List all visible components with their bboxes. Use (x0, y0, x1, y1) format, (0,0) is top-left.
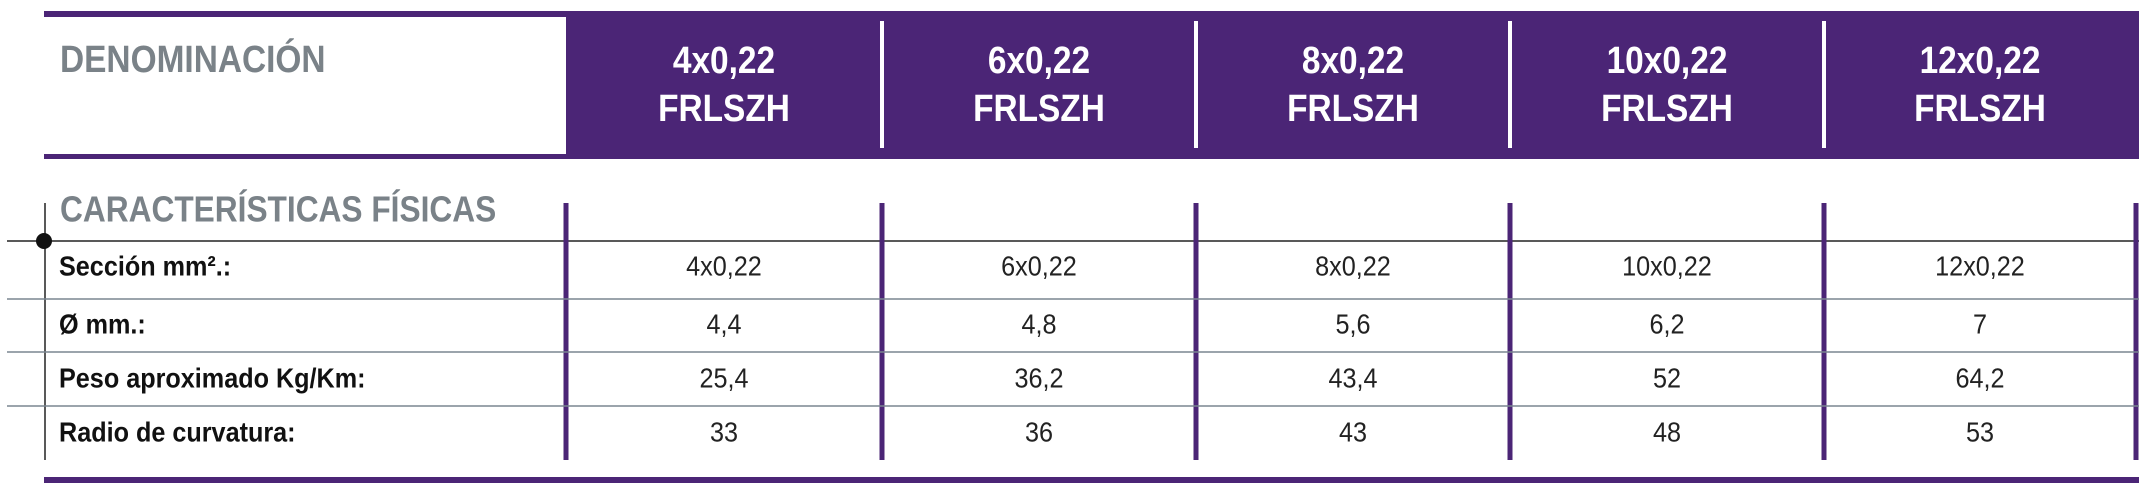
cell-value: 43,4 (1328, 362, 1377, 394)
header-column-label: 12x0,22 (1920, 39, 2041, 81)
cell-value: 12x0,22 (1935, 250, 2025, 282)
cell-value: 36 (1025, 416, 1053, 448)
header-column-label: FRLSZH (1914, 87, 2046, 129)
cell-value: 25,4 (699, 362, 748, 394)
cell-value: 4,8 (1021, 308, 1056, 340)
section-title: CARACTERÍSTICAS FÍSICAS (60, 190, 496, 230)
cell-value: 10x0,22 (1622, 250, 1712, 282)
row-label: Sección mm².: (59, 250, 231, 282)
header-column-label: 6x0,22 (988, 39, 1090, 81)
row-label: Peso aproximado Kg/Km: (59, 362, 366, 394)
header-column-label: FRLSZH (973, 87, 1105, 129)
row-label: Ø mm.: (59, 308, 146, 340)
header-title: DENOMINACIÓN (60, 38, 326, 80)
cell-value: 53 (1966, 416, 1994, 448)
cell-value: 33 (710, 416, 738, 448)
cell-value: 6,2 (1649, 308, 1684, 340)
header-title-cell (44, 17, 566, 154)
cell-value: 52 (1653, 362, 1681, 394)
cell-value: 4,4 (706, 308, 741, 340)
cell-value: 6x0,22 (1001, 250, 1077, 282)
cells: 4x0,22 FRLSZH 6x0,22 FRLSZH 8x0,22 FRLSZH 10x0… (7, 21, 2139, 460)
header-column-label: 10x0,22 (1607, 39, 1728, 81)
cell-value: 36,2 (1014, 362, 1063, 394)
header-column-label: 8x0,22 (1302, 39, 1404, 81)
header-column-label: 4x0,22 (673, 39, 775, 81)
row-label: Radio de curvatura: (59, 416, 296, 448)
cell-value: 4x0,22 (686, 250, 762, 282)
header-column-label: FRLSZH (658, 87, 790, 129)
cell-value: 64,2 (1955, 362, 2004, 394)
cell-value: 48 (1653, 416, 1681, 448)
bottom-rule (44, 477, 2139, 483)
header-column-label: FRLSZH (1287, 87, 1419, 129)
cell-value: 8x0,22 (1315, 250, 1391, 282)
cell-value: 5,6 (1335, 308, 1370, 340)
cell-value: 43 (1339, 416, 1367, 448)
rule-dot (36, 233, 52, 249)
cell-value: 7 (1973, 308, 1987, 340)
header-column-label: FRLSZH (1601, 87, 1733, 129)
